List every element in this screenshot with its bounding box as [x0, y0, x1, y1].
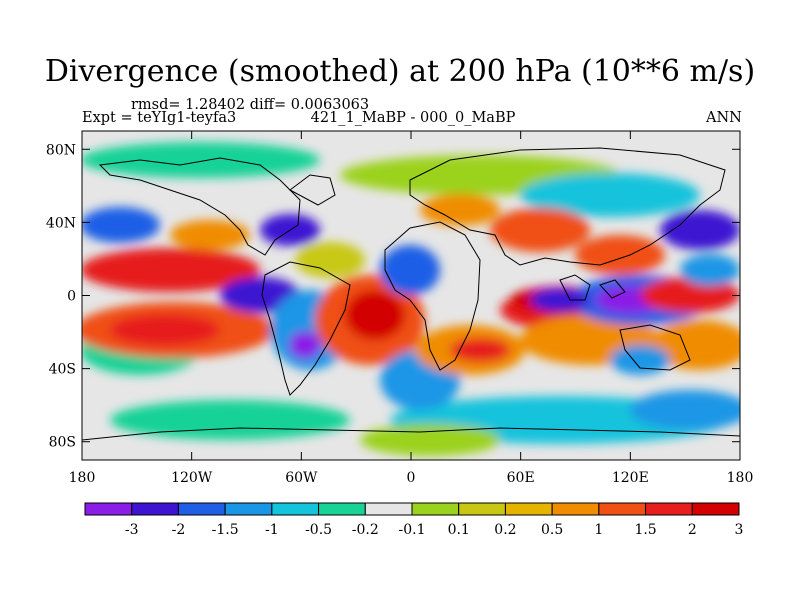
colorbar-swatch: [131, 502, 179, 516]
coastline-greenland: [289, 174, 336, 206]
plot-title: Divergence (smoothed) at 200 hPa (10**6 …: [44, 54, 756, 89]
lon-tick-label: 60E: [507, 470, 535, 486]
colorbar-level-label: 0.5: [541, 522, 563, 538]
coastlines: [82, 147, 740, 441]
divergence-field: [82, 131, 740, 460]
lon-tick-label: 180: [727, 470, 754, 486]
colorbar-level-label: -1.5: [212, 522, 239, 538]
colorbar-level-label: 1.5: [634, 522, 656, 538]
colorbar-level-label: 2: [688, 522, 697, 538]
field-blob: [110, 400, 350, 440]
field-blob: [660, 210, 740, 250]
lon-tick-label: 120E: [612, 470, 649, 486]
field-blob: [610, 345, 670, 375]
field-blob: [110, 314, 220, 346]
field-blob: [82, 248, 260, 292]
lon-tick-label: 0: [407, 470, 416, 486]
field-blob: [530, 288, 590, 312]
rmsd-diff-stats: rmsd= 1.28402 diff= 0.0063063: [131, 97, 370, 113]
field-blob: [520, 173, 700, 217]
field-blob: [680, 254, 740, 286]
field-blob: [420, 194, 500, 226]
field-blob: [289, 331, 321, 359]
field-blob: [450, 338, 510, 362]
colorbar-swatch: [411, 502, 460, 516]
colorbar-swatch: [224, 502, 273, 516]
colorbar-swatch: [551, 502, 600, 516]
lat-tick-label: 40N: [46, 215, 76, 231]
colorbar-swatch: [645, 502, 693, 516]
lat-tick-label: 80N: [46, 142, 76, 158]
experiment-label: Expt = teYIg1-teyfa3: [82, 110, 237, 126]
coastline-southeast-asia: [559, 274, 591, 301]
colorbar-level-label: 3: [735, 522, 744, 538]
field-blob: [295, 242, 365, 278]
lon-tick-label: 120W: [171, 470, 213, 486]
field-blob: [360, 424, 500, 456]
field-blob: [345, 290, 405, 340]
coastline-australia: [619, 324, 691, 371]
lat-tick-label: 40S: [49, 362, 76, 378]
colorbar-swatch: [318, 502, 366, 516]
colorbar-swatch: [458, 502, 506, 516]
colorbar-level-label: 0.1: [448, 522, 470, 538]
lon-tick-label: 60W: [285, 470, 318, 486]
lon-tick-label: 180: [69, 470, 96, 486]
field-blob: [575, 235, 665, 275]
colorbar-level-label: -1: [265, 522, 279, 538]
colorbar-level-label: -0.5: [305, 522, 332, 538]
colorbar-level-label: -3: [125, 522, 139, 538]
coastline-north-america: [98, 157, 301, 256]
colorbar: -3 -2 -1.5 -1 -0.5 -0.2 -0.1 0.1 0.2 0.5 1 1.5 2 3: [84, 502, 744, 538]
colorbar-level-label: -0.2: [352, 522, 379, 538]
colorbar-level-label: 1: [594, 522, 603, 538]
field-blob: [170, 220, 250, 250]
coastline-south-america: [261, 261, 351, 396]
colorbar-level-label: 0.2: [494, 522, 516, 538]
colorbar-swatch: [598, 502, 647, 516]
coastline-islands: [599, 279, 626, 299]
colorbar-swatch: [364, 502, 413, 516]
longitude-axis: 180 120W 60W 0 60E 120E 180: [69, 131, 754, 486]
colorbar-swatch: [691, 502, 740, 516]
colorbar-swatch: [271, 502, 320, 516]
colorbar-swatch: [504, 502, 553, 516]
colorbar-level-label: -0.1: [399, 522, 426, 538]
lat-tick-label: 80S: [49, 435, 76, 451]
field-blob: [640, 277, 740, 313]
colorbar-swatch: [177, 502, 226, 516]
lat-tick-label: 0: [67, 289, 76, 305]
field-blob: [82, 142, 320, 178]
latitude-axis: 80N 40N 0 40S 80S: [46, 142, 740, 451]
colorbar-swatch: [84, 502, 133, 516]
coastline-africa: [384, 221, 481, 371]
field-blob: [490, 208, 590, 252]
colorbar-level-label: -2: [172, 522, 186, 538]
field-blob: [82, 207, 160, 243]
season-label: ANN: [706, 110, 742, 126]
field-blob: [630, 390, 740, 430]
coastline-eurasia: [409, 147, 726, 266]
coastline-antarctica: [82, 427, 740, 441]
experiment-difference-label: 421_1_MaBP - 000_0_MaBP: [310, 110, 516, 126]
field-blob: [380, 245, 440, 295]
